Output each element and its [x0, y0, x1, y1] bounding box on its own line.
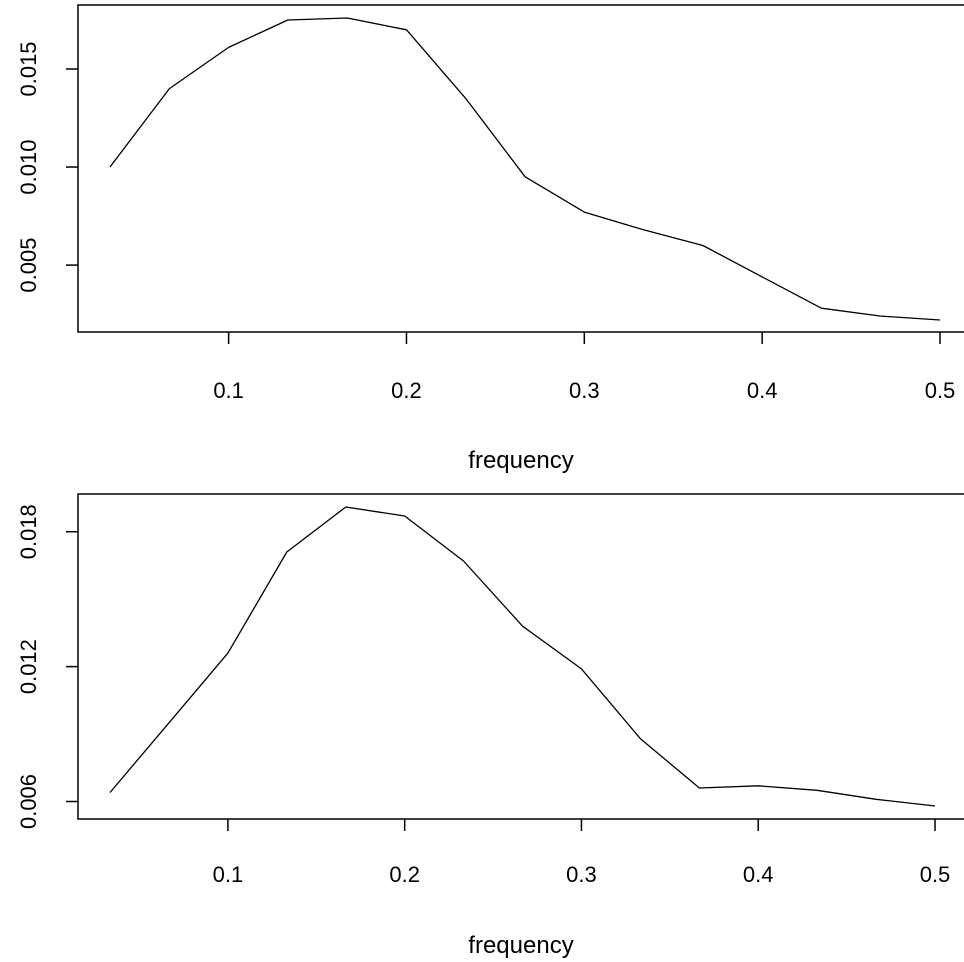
x-axis-title: frequency: [468, 932, 573, 959]
plot-frame: [77, 493, 964, 820]
y-tick-label: 0.018: [16, 504, 41, 559]
x-tick-label: 0.3: [566, 862, 597, 887]
x-tick-label: 0.5: [925, 378, 956, 403]
x-tick-label: 0.2: [389, 862, 420, 887]
y-tick-label: 0.005: [16, 238, 41, 293]
chart-panel-1: 0.1 0.2 0.3 0.4 0.5 0.005 0.010 0.015 frequency: [16, 4, 964, 474]
chart-panel-2: 0.1 0.2 0.3 0.4 0.5 0.006 0.012 0.018 frequency: [16, 493, 964, 959]
series-line-1: [109, 17, 941, 321]
y-tick-label: 0.015: [16, 41, 41, 96]
x-tick-label: 0.4: [743, 862, 774, 887]
plot-frame: [77, 4, 964, 333]
y-tick-label: 0.012: [16, 639, 41, 694]
x-axis-title: frequency: [468, 447, 573, 474]
x-tick-label: 0.1: [213, 862, 244, 887]
x-tick-label: 0.5: [920, 862, 951, 887]
y-tick-label: 0.006: [16, 774, 41, 829]
y-tick-label: 0.010: [16, 140, 41, 195]
x-tick-label: 0.4: [747, 378, 778, 403]
x-tick-label: 0.2: [391, 378, 422, 403]
series-line-1: [109, 506, 936, 807]
x-tick-label: 0.1: [213, 378, 244, 403]
x-tick-label: 0.3: [569, 378, 600, 403]
